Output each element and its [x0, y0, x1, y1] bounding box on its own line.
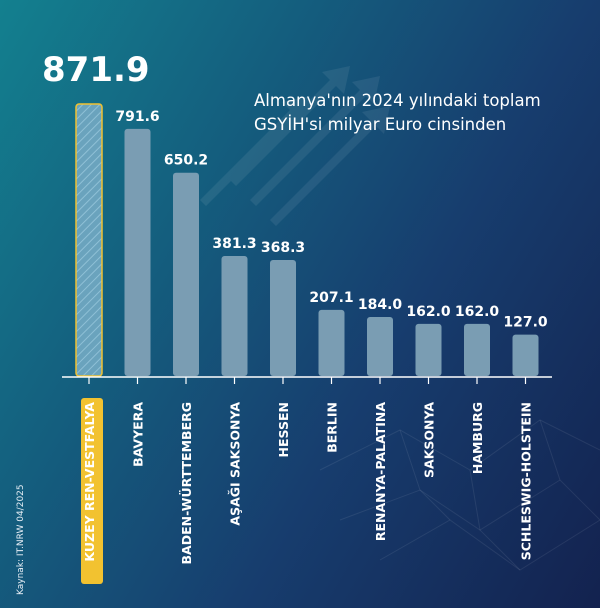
category-text: BADEN-WÜRTTEMBERG	[179, 402, 194, 564]
source-note: Kaynak: IT.NRW 04/2025	[16, 484, 26, 595]
category-text: BERLIN	[325, 402, 340, 453]
bar-saksonya	[415, 323, 442, 376]
bar-berlin	[318, 309, 345, 376]
category-text: SCHLESWIG-HOLSTEIN	[519, 402, 534, 560]
category-label-kuzey-ren-vestfalya: KUZEY REN-VESTFALYA	[81, 398, 103, 584]
value-label-saksonya: 162.0	[406, 304, 451, 320]
category-label-schleswig-holstein: SCHLESWIG-HOLSTEIN	[519, 402, 534, 560]
value-label-schleswig-holstein: 127.0	[503, 315, 548, 331]
category-label-saksonya: SAKSONYA	[422, 402, 437, 478]
category-text: SAKSONYA	[422, 402, 437, 478]
category-text: RENANYA-PALATINA	[373, 402, 388, 541]
category-label-hamburg: HAMBURG	[470, 402, 485, 474]
category-label-berlin: BERLIN	[325, 402, 340, 453]
bar-renanya-palatina	[367, 317, 393, 376]
category-text: KUZEY REN-VESTFALYA	[82, 402, 97, 562]
category-label-baden-wurttemberg: BADEN-WÜRTTEMBERG	[179, 402, 194, 564]
value-label-berlin: 207.1	[309, 290, 353, 306]
value-label-renanya-palatina: 184.0	[358, 297, 403, 313]
bar-asagi-saksonya	[221, 255, 248, 376]
bar-baden-wurttemberg	[173, 172, 199, 376]
value-label-kuzey-ren-vestfalya: 871.9	[42, 50, 150, 90]
bar-hessen	[270, 259, 296, 376]
highlight-label-background	[81, 398, 103, 584]
bar-kuzey-ren-vestfalya	[75, 103, 103, 377]
value-label-baden-wurttemberg: 650.2	[164, 153, 208, 169]
category-label-asagi-saksonya: AŞAĞI SAKSONYA	[228, 402, 243, 526]
value-label-hamburg: 162.0	[455, 304, 500, 320]
category-text: HESSEN	[276, 402, 291, 457]
category-label-bavyera: BAVYERA	[131, 402, 146, 467]
category-text: BAVYERA	[131, 402, 146, 467]
bar-bavyera	[124, 128, 151, 376]
value-label-bavyera: 791.6	[115, 109, 159, 125]
category-label-hessen: HESSEN	[276, 402, 291, 457]
value-label-asagi-saksonya: 381.3	[212, 236, 256, 252]
category-text: AŞAĞI SAKSONYA	[228, 402, 243, 526]
value-label-hessen: 368.3	[261, 240, 305, 256]
chart-subtitle: Almanya'nın 2024 yılındaki toplam GSYİH'…	[254, 91, 541, 134]
bar-schleswig-holstein	[512, 334, 539, 376]
category-text: HAMBURG	[470, 402, 485, 474]
category-label-renanya-palatina: RENANYA-PALATINA	[373, 402, 388, 541]
bar-hamburg	[464, 323, 490, 376]
